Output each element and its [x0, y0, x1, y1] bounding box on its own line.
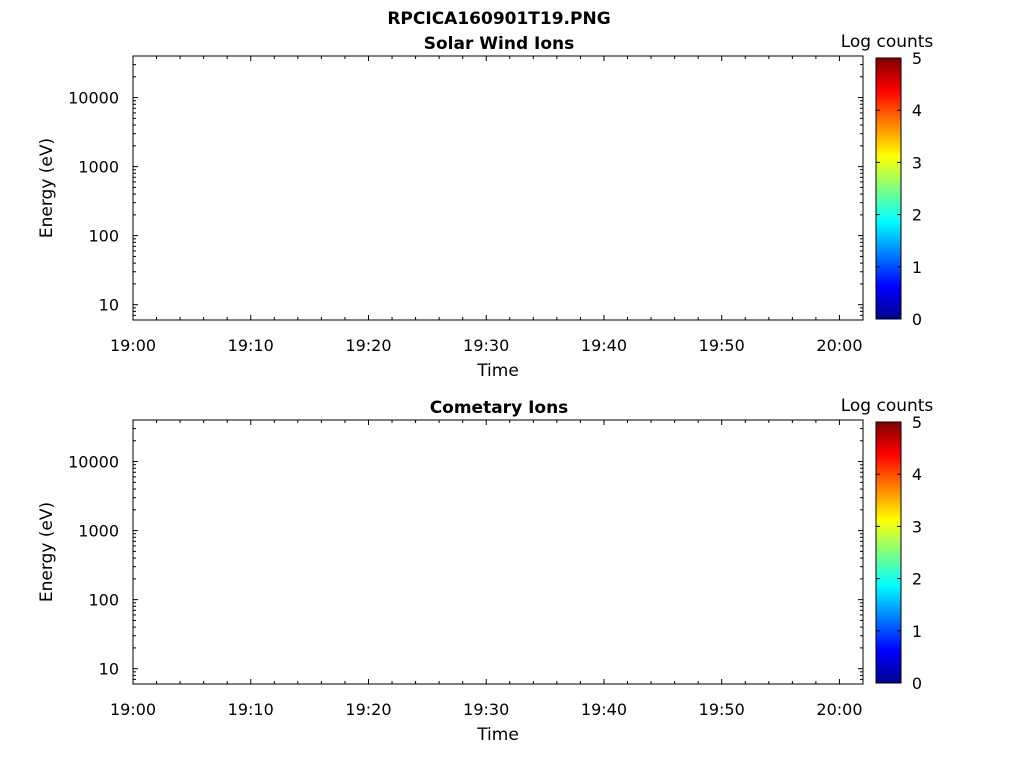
colorbar-tick-label: 2 — [912, 206, 922, 225]
colorbar-tick-label: 0 — [912, 674, 922, 693]
x-tick-label: 19:00 — [110, 700, 156, 719]
colorbar-tick-label: 1 — [912, 622, 922, 641]
axes: 10 100 1000 10000 19:00 19:10 19:20 19:30 19:40 1… — [68, 55, 864, 355]
panel-title: Solar Wind Ions — [424, 34, 575, 54]
x-axis-label: Time — [476, 361, 519, 381]
y-tick-label: 100 — [88, 227, 119, 246]
x-axis-label: Time — [476, 725, 519, 745]
colorbar-tick-label: 0 — [912, 310, 922, 329]
x-tick-label: 19:30 — [463, 336, 509, 355]
colorbar-tick-label: 1 — [912, 258, 922, 277]
figure-title: RPCICA160901T19.PNG — [387, 9, 610, 29]
colorbar-ticks: 0 1 2 3 4 5 — [876, 49, 922, 329]
panel-title: Cometary Ions — [430, 398, 569, 418]
plot-frame — [132, 55, 864, 321]
colorbar-tick-label: 4 — [912, 101, 922, 120]
y-tick-label: 10000 — [68, 453, 119, 472]
colorbar-tick-label: 3 — [912, 517, 922, 536]
colorbar-tick-label: 5 — [912, 49, 922, 68]
x-tick-label: 20:00 — [816, 336, 862, 355]
axes: 10 100 1000 10000 19:00 19:10 19:20 19:30 19:40 1… — [68, 419, 864, 719]
x-tick-label: 19:30 — [463, 700, 509, 719]
x-tick-label: 19:20 — [345, 336, 391, 355]
plot-frame — [132, 419, 864, 685]
x-tick-label: 19:00 — [110, 336, 156, 355]
colorbar-label: Log counts — [841, 32, 934, 52]
y-tick-label: 10 — [99, 660, 119, 679]
x-tick-label: 19:50 — [699, 700, 745, 719]
x-tick-label: 19:40 — [581, 700, 627, 719]
colorbar-tick-label: 3 — [912, 153, 922, 172]
y-tick-label: 1000 — [78, 158, 119, 177]
y-tick-label: 10000 — [68, 89, 119, 108]
x-tick-label: 19:40 — [581, 336, 627, 355]
colorbar-tick-label: 5 — [912, 413, 922, 432]
x-tick-label: 20:00 — [816, 700, 862, 719]
colorbar-tick-label: 2 — [912, 570, 922, 589]
y-axis-label: Energy (eV) — [37, 138, 57, 238]
colorbar — [875, 57, 902, 320]
x-tick-label: 19:10 — [228, 336, 274, 355]
x-tick-label: 19:10 — [228, 700, 274, 719]
colorbar-tick-label: 4 — [912, 465, 922, 484]
colorbar-ticks: 0 1 2 3 4 5 — [876, 413, 922, 693]
y-tick-label: 10 — [99, 296, 119, 315]
y-axis-label: Energy (eV) — [37, 502, 57, 602]
colorbar-label: Log counts — [841, 396, 934, 416]
y-tick-label: 100 — [88, 591, 119, 610]
colorbar — [875, 421, 902, 684]
x-tick-label: 19:50 — [699, 336, 745, 355]
y-tick-label: 1000 — [78, 522, 119, 541]
x-tick-label: 19:20 — [345, 700, 391, 719]
